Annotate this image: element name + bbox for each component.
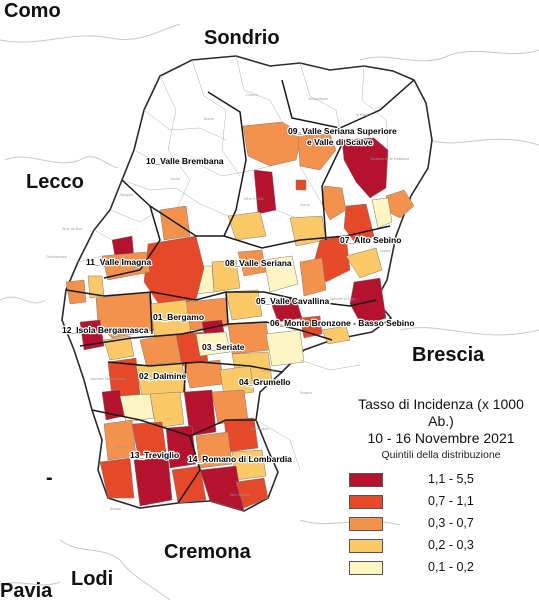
- district-label-01: 01_Bergamo: [153, 312, 204, 322]
- svg-text:Calcinate: Calcinate: [260, 369, 275, 373]
- svg-text:Capriate San Gervasio: Capriate San Gervasio: [90, 377, 126, 381]
- svg-text:Taleggio: Taleggio: [119, 193, 133, 197]
- legend-class-label: 0,3 - 0,7: [428, 516, 474, 530]
- svg-text:Valbondione: Valbondione: [308, 97, 328, 101]
- legend-row: 0,2 - 0,3: [346, 537, 536, 557]
- legend-row: 0,1 - 0,2: [346, 559, 536, 579]
- svg-text:Branzi: Branzi: [204, 117, 214, 121]
- svg-text:Gorno: Gorno: [300, 203, 310, 207]
- district-label-14: 14_Romano di Lombardia: [188, 454, 292, 464]
- region-label-sondrio: Sondrio: [204, 27, 280, 49]
- district-label-04: 04_Grumello: [239, 377, 291, 387]
- municipality-polygons: [65, 121, 415, 512]
- region-label-dash: -: [46, 467, 53, 489]
- svg-text:Spinone al Lago: Spinone al Lago: [330, 297, 356, 301]
- neighbour-borders: [0, 23, 539, 600]
- legend-swatch: [349, 495, 383, 509]
- district-label-11: 11_Valle Imagna: [86, 257, 151, 267]
- region-label-pavia: Pavia: [0, 580, 53, 600]
- svg-text:Schilpario: Schilpario: [356, 113, 372, 117]
- legend-class-label: 0,7 - 1,1: [428, 494, 474, 508]
- legend-class-label: 0,1 - 0,2: [428, 560, 474, 574]
- svg-text:Palosco: Palosco: [300, 391, 312, 395]
- svg-text:Arcene: Arcene: [116, 445, 127, 449]
- district-label-13: 13_Treviglio: [130, 450, 179, 460]
- region-label-lecco: Lecco: [26, 171, 84, 193]
- svg-text:Lenna: Lenna: [170, 177, 180, 181]
- legend-row: 1,1 - 5,5: [346, 471, 536, 491]
- legend-swatch: [349, 473, 383, 487]
- legend-swatch: [349, 561, 383, 575]
- legend-rows: 1,1 - 5,5 0,7 - 1,1 0,3 - 0,7 0,2 - 0,3 0,1 …: [346, 471, 536, 579]
- municipality-name-layer: Carona Valbondione Schilpario Castione d…: [46, 93, 409, 511]
- svg-text:Torre de Busi: Torre de Busi: [61, 227, 83, 231]
- region-label-cremona: Cremona: [164, 541, 252, 563]
- legend-row: 0,3 - 0,7: [346, 515, 536, 535]
- svg-text:Lovere: Lovere: [380, 249, 391, 253]
- district-label-06: 06_Monte Bronzone - Basso Sebino: [270, 318, 415, 328]
- legend-swatch: [349, 539, 383, 553]
- svg-text:Calolziocorte: Calolziocorte: [46, 255, 67, 259]
- legend-subtitle: Quintili della distribuzione: [381, 449, 501, 461]
- svg-text:Carona: Carona: [246, 93, 257, 97]
- legend-title-line1: Tasso di Incidenza (x 1000 Ab.): [358, 396, 524, 429]
- map-legend: Tasso di Incidenza (x 1000 Ab.) 10 - 16 …: [346, 396, 536, 581]
- district-label-09b: e Valle di Scalve: [307, 137, 373, 147]
- legend-title-line2: 10 - 16 Novembre 2021: [367, 430, 515, 446]
- legend-class-label: 1,1 - 5,5: [428, 472, 474, 486]
- district-label-09a: 09_Valle Seriana Superiore: [288, 126, 397, 136]
- region-label-como: Como: [4, 0, 61, 22]
- district-label-02: 02_Dalmine: [139, 371, 187, 381]
- district-label-12: 12_Isola Bergamasca: [62, 325, 149, 335]
- district-borders: [65, 79, 415, 504]
- svg-text:Castione della Presolana: Castione della Presolana: [370, 157, 409, 161]
- district-label-05: 05_Valle Cavallina: [256, 296, 330, 306]
- district-label-03: 03_Seriate: [202, 342, 245, 352]
- svg-text:Fara Olivana: Fara Olivana: [230, 493, 250, 497]
- district-label-08: 08_Valle Seriana: [225, 258, 292, 268]
- region-label-brescia: Brescia: [412, 344, 485, 366]
- legend-row: 0,7 - 1,1: [346, 493, 536, 513]
- district-label-10: 10_Valle Brembana: [146, 156, 224, 166]
- svg-text:Oltre il Colle: Oltre il Colle: [244, 197, 264, 201]
- legend-swatch: [349, 517, 383, 531]
- svg-text:Arzago: Arzago: [110, 507, 121, 511]
- legend-class-label: 0,2 - 0,3: [428, 538, 474, 552]
- region-label-lodi: Lodi: [71, 568, 113, 590]
- svg-text:Cortenuova: Cortenuova: [250, 427, 269, 431]
- district-label-07: 07_Alto Sebino: [340, 235, 401, 245]
- district-labels: 09_Valle Seriana Superiore e Valle di Sc…: [61, 125, 416, 465]
- region-labels: Como Sondrio Lecco Brescia Cremona Lodi …: [0, 0, 485, 600]
- municipality-boundaries: [77, 55, 389, 471]
